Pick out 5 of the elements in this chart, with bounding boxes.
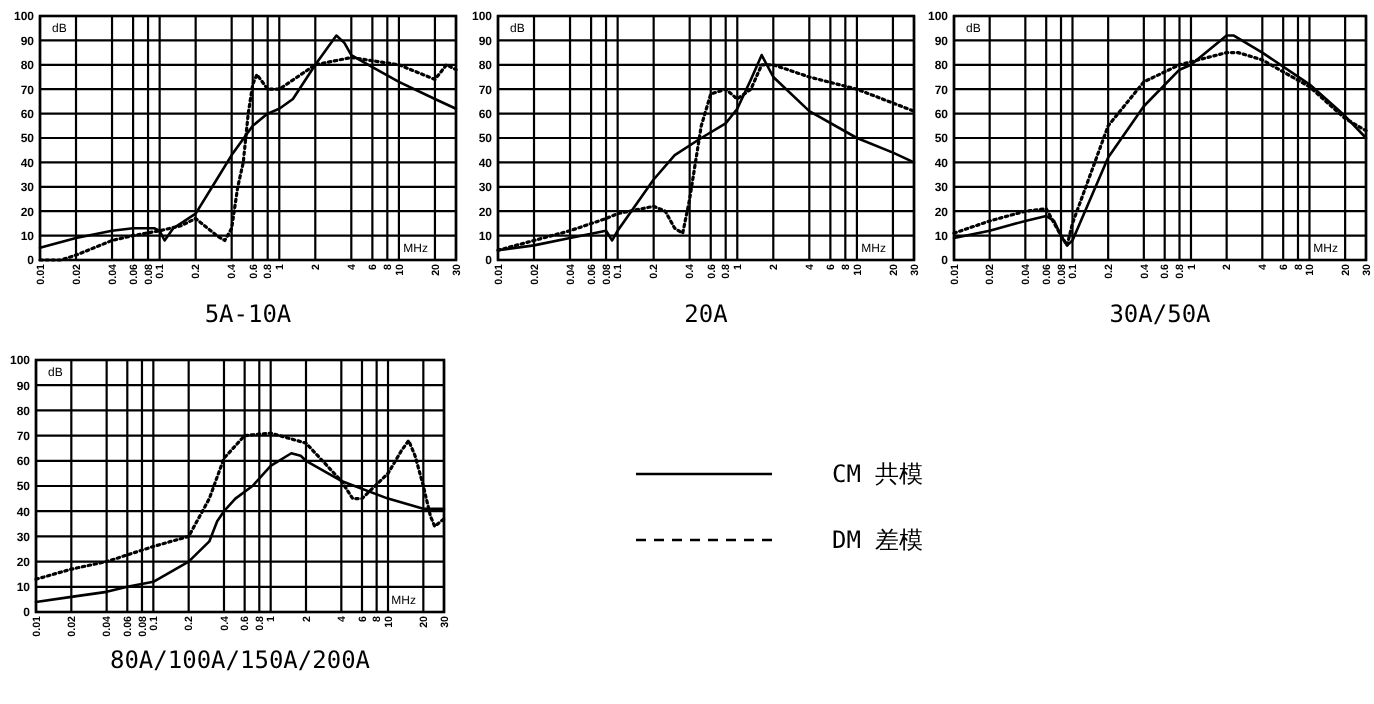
legend: CM 共模 DM 差模 [636, 460, 924, 554]
text: 5A-10A [204, 300, 293, 328]
text: 30A/50A [1109, 300, 1213, 328]
text: 80A/100A/150A/200A [109, 646, 372, 674]
text: 20A [684, 300, 730, 328]
